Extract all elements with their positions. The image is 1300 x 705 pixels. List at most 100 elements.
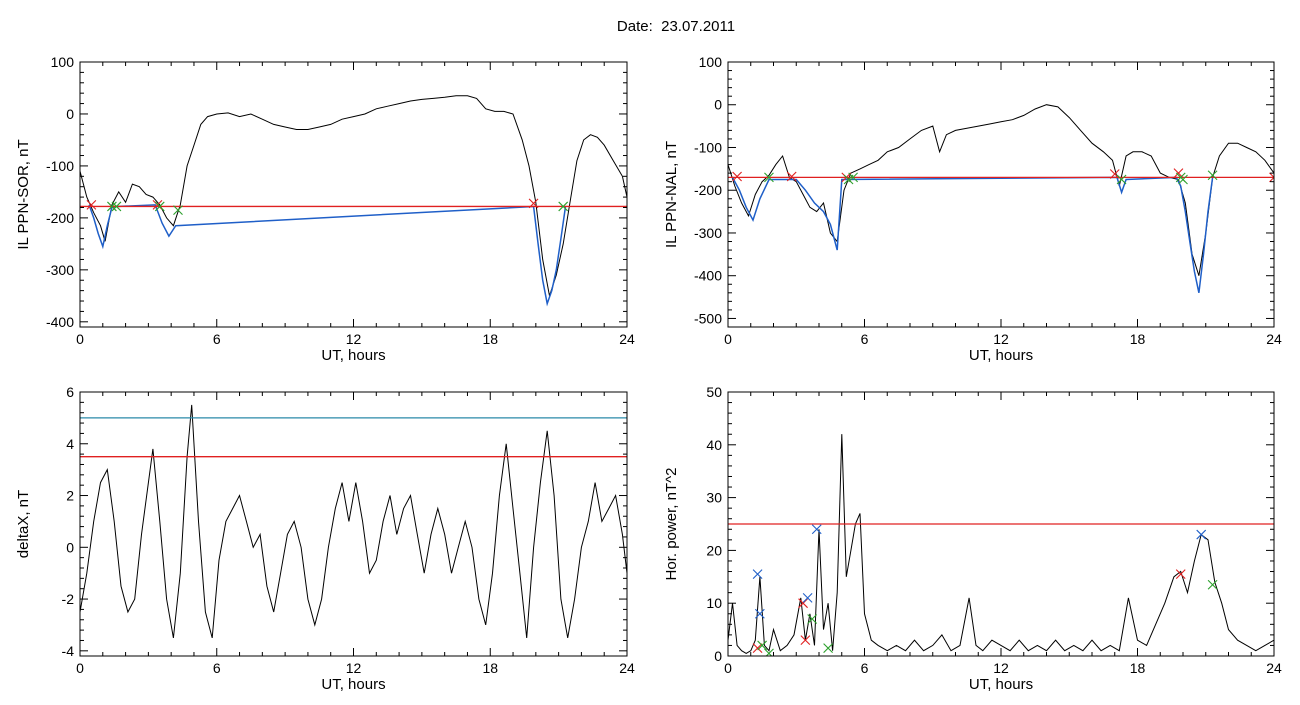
event-marker xyxy=(1269,172,1274,183)
x-tick-label: 0 xyxy=(724,331,732,347)
plot-frame xyxy=(79,391,628,657)
event-marker xyxy=(752,643,763,653)
y-tick-label: 50 xyxy=(706,384,722,400)
x-tick-label: 0 xyxy=(724,660,732,676)
event-marker xyxy=(111,201,122,212)
event-marker xyxy=(173,205,183,215)
x-axis-label: UT, hours xyxy=(321,347,385,364)
y-tick-label: -500 xyxy=(694,310,722,326)
event-marker xyxy=(1196,529,1207,540)
event-marker xyxy=(800,635,811,646)
event-marker xyxy=(1178,174,1188,185)
plot-frame xyxy=(727,61,1275,328)
y-tick-label: 0 xyxy=(66,539,74,555)
x-tick-label: 24 xyxy=(619,331,635,347)
x-axis-label: UT, hours xyxy=(969,676,1033,693)
x-tick-label: 6 xyxy=(861,660,869,676)
event-marker xyxy=(754,608,765,619)
event-marker xyxy=(1207,170,1218,181)
y-tick-label: 30 xyxy=(706,490,722,506)
y-tick-label: 100 xyxy=(699,54,723,70)
event-marker xyxy=(86,200,97,210)
y-tick-label: -100 xyxy=(694,139,722,155)
y-tick-label: 0 xyxy=(714,97,722,113)
x-tick-label: 18 xyxy=(482,331,498,347)
y-axis-label: IL PPN-SOR, nT xyxy=(15,139,32,249)
x-tick-label: 24 xyxy=(1266,331,1282,347)
event-marker xyxy=(757,640,768,651)
y-tick-label: -200 xyxy=(46,210,74,226)
x-tick-label: 0 xyxy=(76,331,84,347)
x-tick-label: 12 xyxy=(993,331,1009,347)
signal-series xyxy=(80,404,627,639)
signal-series xyxy=(728,104,1274,276)
y-tick-label: 2 xyxy=(66,488,74,504)
event-marker xyxy=(558,201,569,212)
y-tick-label: 6 xyxy=(66,384,74,400)
y-tick-label: 0 xyxy=(66,106,74,122)
y-axis-label: deltaX, nT xyxy=(15,490,32,558)
event-marker xyxy=(107,201,117,212)
x-tick-label: 24 xyxy=(619,660,635,676)
chart-sor: 0 6 12 18 24 -400 -300 -200 -100 0 100 UT, hours IL … xyxy=(15,54,635,364)
event-marker xyxy=(1109,169,1120,179)
event-marker xyxy=(764,172,774,183)
x-tick-label: 24 xyxy=(1266,660,1282,676)
y-axis-label: Hor. power, nT^2 xyxy=(663,468,680,581)
x-axis-label: UT, hours xyxy=(969,347,1033,364)
x-tick-label: 18 xyxy=(1130,331,1146,347)
x-axis-label: UT, hours xyxy=(321,676,385,693)
signal-series xyxy=(728,434,1274,654)
x-tick-label: 18 xyxy=(482,660,498,676)
y-tick-label: -300 xyxy=(694,225,722,241)
chart-nal: 0 6 12 18 24 -500 -400 -300 -200 -100 0 100 UT, hour… xyxy=(663,54,1282,364)
highlight-series xyxy=(88,204,567,307)
y-tick-label: -200 xyxy=(694,182,722,198)
x-tick-label: 12 xyxy=(346,660,362,676)
event-marker xyxy=(752,569,763,580)
x-tick-label: 6 xyxy=(213,660,221,676)
event-marker xyxy=(843,174,854,185)
event-marker xyxy=(1207,579,1218,590)
y-tick-label: -2 xyxy=(62,591,75,607)
highlight-series xyxy=(731,176,1214,293)
signal-series xyxy=(80,95,627,296)
y-tick-label: -400 xyxy=(46,314,74,330)
y-tick-label: 0 xyxy=(714,648,722,664)
y-tick-label: 100 xyxy=(51,54,75,70)
event-marker xyxy=(786,171,797,182)
event-marker xyxy=(732,171,742,182)
y-tick-label: -300 xyxy=(46,262,74,278)
event-marker xyxy=(1175,569,1186,580)
event-marker xyxy=(823,643,833,653)
chart-hpower: 0 6 12 18 24 0 10 20 30 40 50 UT, hours Hor. power, … xyxy=(663,384,1282,693)
event-marker xyxy=(802,593,813,603)
event-marker xyxy=(764,648,774,656)
y-tick-label: -400 xyxy=(694,268,722,284)
plot-area xyxy=(728,104,1274,293)
plot-area xyxy=(728,434,1274,656)
plot-area xyxy=(80,95,627,307)
x-tick-label: 12 xyxy=(346,331,362,347)
x-tick-label: 6 xyxy=(861,331,869,347)
figure-title: Date: 23.07.2011 xyxy=(616,18,736,35)
y-tick-label: -4 xyxy=(62,643,75,659)
plot-frame xyxy=(79,61,628,328)
y-axis-label: IL PPN-NAL, nT xyxy=(663,141,680,248)
x-tick-label: 0 xyxy=(76,660,84,676)
x-tick-label: 6 xyxy=(213,331,221,347)
event-marker xyxy=(811,524,822,535)
y-tick-label: 4 xyxy=(66,436,74,452)
event-marker xyxy=(528,198,539,209)
event-marker xyxy=(154,201,165,212)
y-tick-label: 40 xyxy=(706,437,722,453)
y-tick-label: 20 xyxy=(706,542,722,558)
event-marker xyxy=(1116,174,1127,185)
plot-area xyxy=(80,404,627,639)
event-marker xyxy=(807,614,818,624)
x-tick-label: 18 xyxy=(1130,660,1146,676)
x-tick-label: 12 xyxy=(993,660,1009,676)
